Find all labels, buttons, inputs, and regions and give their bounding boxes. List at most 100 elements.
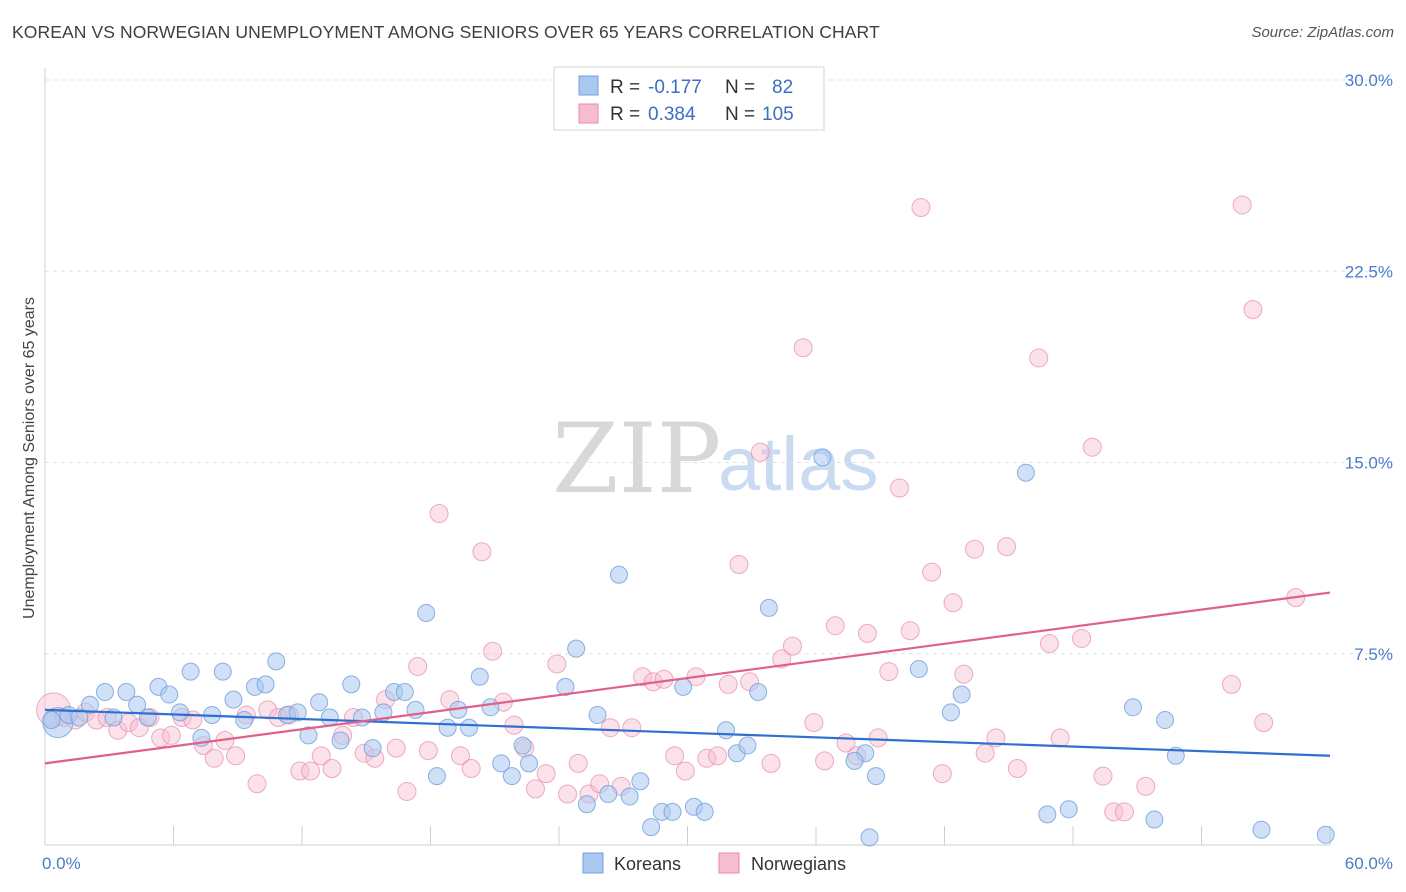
- korean-point: [749, 683, 768, 701]
- korean-point: [1252, 820, 1271, 839]
- legend-r-label-korean: R =: [610, 77, 640, 98]
- norwegian-point: [311, 746, 331, 766]
- stats-legend: R = -0.177 N = 82 R = 0.384 N = 105: [553, 66, 825, 131]
- norwegian-point: [718, 674, 738, 694]
- norwegian-point: [450, 746, 470, 766]
- korean-point: [556, 677, 575, 696]
- korean-point: [395, 683, 414, 701]
- axes: [44, 68, 1331, 846]
- korean-point: [1145, 810, 1164, 829]
- norwegian-point: [547, 654, 567, 674]
- korean-point: [577, 795, 596, 814]
- norwegian-point: [461, 759, 481, 778]
- korean-point: [1059, 800, 1078, 819]
- watermark-atlas: atlas: [718, 422, 879, 507]
- norwegian-point: [568, 753, 588, 773]
- korean-point: [642, 818, 661, 837]
- gridlines: [45, 79, 1390, 655]
- korean-point: [663, 802, 682, 821]
- y-axis-title: Unemployment Among Seniors over 65 years: [21, 297, 38, 619]
- norwegian-point: [665, 746, 685, 766]
- norwegian-point: [750, 442, 770, 462]
- korean-point: [813, 448, 832, 467]
- norwegian-point: [600, 718, 620, 738]
- legend-r-value-korean: -0.177: [648, 77, 702, 98]
- korean-point: [224, 690, 243, 709]
- korean-point: [695, 802, 714, 821]
- y-tick-label: 30.0%: [1345, 71, 1393, 90]
- norwegian-point: [1136, 776, 1156, 796]
- korean-point: [588, 705, 607, 724]
- korean-point: [427, 767, 446, 786]
- korean-point: [470, 667, 489, 686]
- norwegian-point: [1114, 802, 1134, 822]
- norwegian-point: [161, 725, 181, 745]
- korean-point: [1123, 698, 1142, 717]
- korean-point: [941, 703, 960, 722]
- korean-point: [1016, 463, 1035, 482]
- korean-point: [70, 708, 89, 727]
- norwegian-point: [418, 741, 438, 761]
- korean-point: [631, 772, 650, 791]
- chart-title: KOREAN VS NORWEGIAN UNEMPLOYMENT AMONG S…: [12, 22, 880, 42]
- x-tick-label-min: 0.0%: [42, 854, 81, 873]
- korean-point: [609, 565, 628, 584]
- korean-point: [599, 785, 618, 803]
- norwegian-point: [525, 779, 545, 799]
- legend-n-value-norwegian: 105: [762, 104, 794, 125]
- korean-point: [42, 711, 61, 730]
- norwegian-point: [825, 616, 845, 636]
- korean-point: [738, 736, 757, 755]
- norwegian-point: [1007, 759, 1027, 778]
- norwegian-point: [1221, 674, 1241, 694]
- korean-point: [352, 708, 371, 727]
- korean-point: [1166, 746, 1185, 765]
- norwegian-point: [772, 649, 792, 669]
- norwegian-point: [1082, 437, 1102, 457]
- norwegian-point: [1243, 300, 1263, 319]
- norwegian-point: [536, 764, 556, 784]
- norwegian-point: [954, 664, 974, 684]
- norwegian-point: [707, 746, 727, 766]
- korean-point: [363, 739, 382, 758]
- korean-point: [1038, 805, 1057, 824]
- norwegian-point: [397, 781, 417, 801]
- norwegian-point: [1072, 628, 1092, 648]
- korean-point: [1316, 825, 1335, 844]
- korean-point: [620, 787, 639, 806]
- legend-n-value-korean: 82: [772, 77, 793, 98]
- korean-point: [235, 711, 254, 730]
- y-tick-label: 7.5%: [1354, 645, 1393, 664]
- korean-point: [866, 767, 885, 786]
- norwegian-point: [1029, 348, 1049, 368]
- korean-point: [502, 767, 521, 786]
- norwegian-point: [386, 738, 406, 758]
- norwegian-point: [997, 537, 1017, 557]
- norwegian-point: [932, 764, 952, 784]
- norwegian-point: [868, 728, 888, 748]
- norwegian-point: [675, 761, 695, 781]
- koreans-legend-label: Koreans: [614, 854, 681, 874]
- korean-point: [310, 693, 329, 712]
- korean-point: [213, 662, 232, 681]
- norwegian-point: [782, 636, 802, 656]
- norwegian-point: [1104, 802, 1124, 822]
- korean-point: [170, 703, 189, 722]
- korean-point: [342, 675, 361, 694]
- korean-point: [181, 662, 200, 681]
- norwegian-point: [986, 728, 1006, 748]
- watermark-zip: ZIP: [552, 403, 721, 515]
- norwegians-legend-label: Norwegians: [751, 854, 846, 874]
- norwegian-point: [857, 623, 877, 643]
- norwegian-point: [504, 715, 524, 735]
- norwegian-point: [1232, 195, 1252, 215]
- y-tick-label: 22.5%: [1345, 262, 1393, 281]
- korean-point: [256, 675, 275, 694]
- source-credit: Source: ZipAtlas.com: [1251, 24, 1394, 41]
- korean-trend-line: [44, 708, 1331, 757]
- korean-point: [909, 660, 928, 679]
- norwegian-point: [290, 761, 310, 781]
- legend-n-label-norwegian: N =: [725, 104, 755, 125]
- korean-point: [845, 751, 864, 770]
- norwegian-point: [943, 593, 963, 613]
